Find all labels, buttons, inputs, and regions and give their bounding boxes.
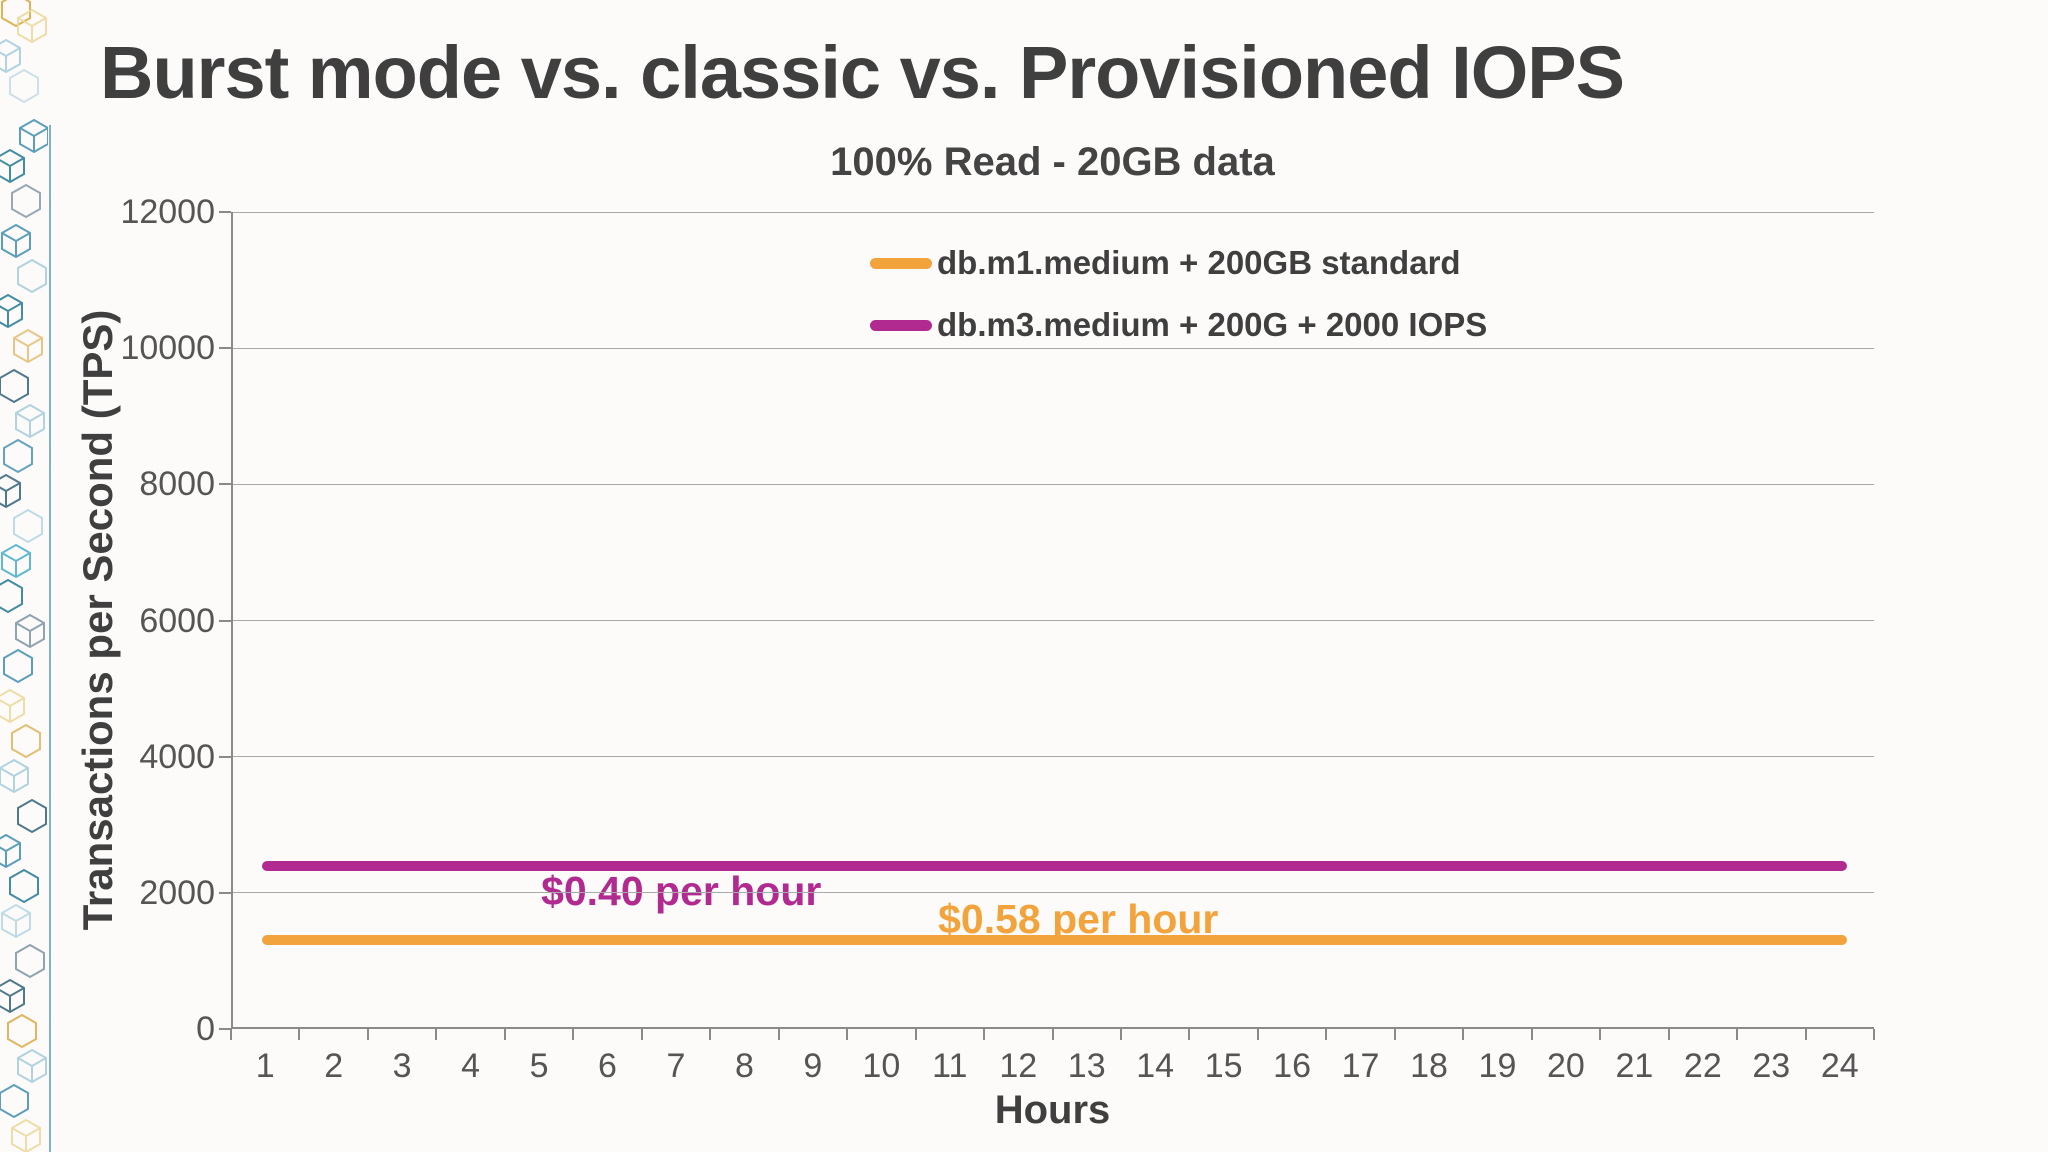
x-tick-label-24: 24	[1820, 1047, 1859, 1085]
x-tick-label-15: 15	[1204, 1047, 1243, 1085]
slide-title: Burst mode vs. classic vs. Provisioned I…	[100, 31, 1625, 114]
legend-item-standard: db.m1.medium + 200GB standard	[870, 232, 1487, 294]
x-tick-label-3: 3	[392, 1047, 412, 1085]
y-tick-12000	[219, 211, 231, 213]
x-tick-label-22: 22	[1683, 1047, 1722, 1085]
x-axis-title: Hours	[994, 1088, 1111, 1132]
y-tick-label-0: 0	[196, 1010, 215, 1048]
x-tick-label-13: 13	[1067, 1047, 1106, 1085]
y-tick-4000	[219, 755, 231, 758]
legend-label: db.m3.medium + 200G + 2000 IOPS	[937, 306, 1488, 343]
x-tick-label-16: 16	[1273, 1047, 1311, 1085]
x-tick-5	[572, 1029, 575, 1040]
gridline-y-6000	[233, 620, 1874, 621]
x-tick-3	[435, 1029, 438, 1040]
x-tick-2	[366, 1029, 369, 1040]
x-tick-17	[1393, 1029, 1396, 1040]
legend-swatch-orange	[870, 257, 932, 269]
x-tick-label-8: 8	[734, 1047, 754, 1085]
chart-title: 100% Read - 20GB data	[830, 140, 1275, 184]
y-tick-label-12000: 12000	[120, 193, 215, 231]
x-tick-13	[1119, 1029, 1122, 1040]
x-tick-6	[640, 1029, 643, 1040]
x-tick-23	[1804, 1029, 1807, 1040]
y-tick-0	[219, 1028, 231, 1030]
gridline-y-8000	[233, 483, 1874, 485]
y-tick-label-8000: 8000	[139, 465, 215, 504]
x-tick-15	[1256, 1029, 1259, 1040]
x-tick-12	[1051, 1029, 1054, 1040]
x-tick-label-23: 23	[1752, 1047, 1791, 1085]
legend-item-piops: db.m3.medium + 200G + 2000 IOPS	[870, 294, 1487, 356]
gridline-y-2000	[233, 892, 1874, 894]
x-tick-label-4: 4	[461, 1047, 481, 1085]
x-tick-7	[709, 1029, 712, 1040]
decorative-left-border-pattern	[0, 0, 51, 1152]
x-tick-19	[1530, 1029, 1533, 1040]
x-tick-label-19: 19	[1478, 1047, 1517, 1085]
x-tick-10	[914, 1029, 917, 1040]
gridline-y-10000	[233, 347, 1874, 349]
x-tick-label-10: 10	[862, 1047, 901, 1085]
x-tick-label-17: 17	[1341, 1047, 1380, 1085]
x-tick-label-18: 18	[1410, 1047, 1448, 1085]
x-tick-label-5: 5	[529, 1047, 549, 1085]
x-tick-22	[1736, 1029, 1739, 1040]
y-tick-2000	[219, 891, 231, 894]
x-tick-14	[1188, 1029, 1191, 1040]
x-tick-16	[1325, 1029, 1328, 1040]
x-tick-4	[503, 1029, 506, 1040]
x-tick-label-12: 12	[999, 1047, 1038, 1085]
gridline-y-12000	[233, 211, 1874, 213]
series-line-0	[262, 935, 1847, 946]
gridline-y-4000	[233, 756, 1874, 758]
x-tick-18	[1462, 1029, 1465, 1040]
x-tick-1	[298, 1029, 301, 1040]
plot-area: db.m1.medium + 200GB standard db.m3.medi…	[231, 211, 1874, 1029]
x-tick-8	[777, 1029, 780, 1040]
annotation-price-standard: $0.58 per hour	[938, 896, 1219, 943]
y-tick-label-2000: 2000	[139, 873, 215, 912]
y-tick-label-4000: 4000	[139, 737, 215, 776]
x-tick-9	[846, 1029, 849, 1040]
x-tick-0	[230, 1029, 232, 1040]
series-line-1	[262, 860, 1847, 871]
x-tick-label-11: 11	[932, 1047, 968, 1085]
x-tick-20	[1599, 1029, 1602, 1040]
x-tick-label-14: 14	[1136, 1047, 1175, 1085]
annotation-price-piops: $0.40 per hour	[541, 867, 822, 914]
y-tick-6000	[219, 619, 231, 622]
x-tick-11	[983, 1029, 986, 1040]
x-tick-label-7: 7	[666, 1047, 686, 1085]
y-tick-label-10000: 10000	[120, 329, 215, 368]
x-tick-21	[1667, 1029, 1670, 1040]
y-tick-label-6000: 6000	[139, 601, 215, 640]
y-tick-8000	[219, 483, 231, 486]
legend: db.m1.medium + 200GB standard db.m3.medi…	[870, 232, 1487, 356]
x-tick-label-6: 6	[598, 1047, 617, 1085]
x-tick-label-1: 1	[255, 1047, 275, 1085]
legend-label: db.m1.medium + 200GB standard	[937, 244, 1461, 281]
legend-swatch-magenta	[870, 319, 932, 331]
x-tick-24	[1873, 1029, 1875, 1040]
x-tick-label-2: 2	[324, 1047, 344, 1085]
x-tick-label-20: 20	[1547, 1047, 1585, 1085]
y-tick-10000	[219, 347, 231, 350]
x-tick-label-9: 9	[803, 1047, 823, 1085]
x-tick-label-21: 21	[1615, 1047, 1654, 1085]
